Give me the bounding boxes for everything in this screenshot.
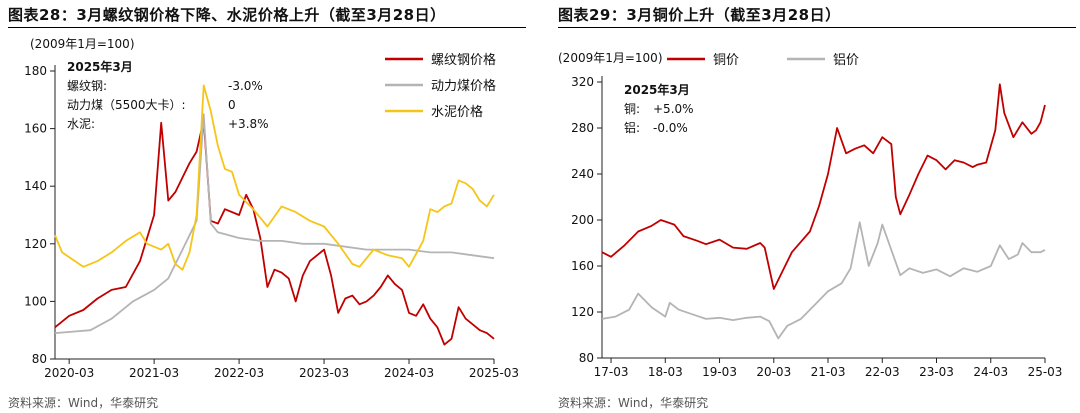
copper-aluminum-line-chart: (2009年1月=100) 80 120 160 200 240 280 320 17-03 18…	[558, 51, 1063, 379]
steel-cement-line-chart: (2009年1月=100) 80 100 120 140 160 180 2020-03 202…	[24, 37, 519, 380]
series-line	[601, 83, 1046, 290]
annotation-value: 0	[228, 98, 236, 112]
legend-label: 螺纹钢价格	[431, 52, 496, 68]
x-tick-label: 19-03	[702, 365, 737, 379]
legend-label: 铜价	[713, 53, 739, 68]
title-rule	[558, 27, 1076, 28]
y-tick-label: 160	[24, 122, 47, 136]
unit-note: (2009年1月=100)	[30, 37, 135, 51]
x-tick-label: 22-03	[865, 365, 900, 379]
y-tick-label: 120	[24, 237, 47, 251]
y-tick-label: 200	[571, 213, 594, 227]
annotation-label: 动力煤（5500大卡）:	[67, 98, 186, 112]
x-tick-label: 18-03	[648, 365, 683, 379]
annotation-title: 2025年3月	[67, 59, 133, 74]
y-tick-label: 120	[571, 305, 594, 319]
chart-title: 图表29：3月铜价上升（截至3月28日）	[558, 6, 841, 24]
y-tick-label: 100	[24, 294, 47, 308]
series-line	[54, 119, 495, 346]
x-tick-label: 2024-03	[384, 366, 434, 380]
annotation-title: 2025年3月	[624, 82, 690, 97]
x-tick-label: 24-03	[973, 365, 1008, 379]
annotation-label: 铝:	[624, 120, 640, 135]
chart-title: 图表28：3月螺纹钢价格下降、水泥价格上升（截至3月28日）	[8, 6, 446, 24]
legend-label: 铝价	[833, 53, 859, 68]
y-tick-label: 180	[24, 64, 47, 78]
y-tick-label: 140	[24, 179, 47, 193]
steel-cement-chart-panel: 图表28：3月螺纹钢价格下降、水泥价格上升（截至3月28日） (2009年1月=…	[0, 0, 530, 413]
x-tick-label: 2025-03	[469, 366, 519, 380]
annotation-value: -0.0%	[653, 121, 688, 135]
x-tick-label: 20-03	[756, 365, 791, 379]
y-tick-label: 240	[571, 167, 594, 181]
copper-chart-panel: 图表29：3月铜价上升（截至3月28日） (2009年1月=100) 80 120 1…	[550, 0, 1080, 413]
series-line	[54, 113, 495, 334]
series-line	[54, 84, 495, 271]
x-tick-label: 2020-03	[44, 366, 94, 380]
x-tick-label: 25-03	[1028, 365, 1063, 379]
annotation-label: 铜:	[624, 101, 640, 116]
source-note: 资料来源：Wind，华泰研究	[558, 396, 709, 410]
y-tick-label: 320	[571, 75, 594, 89]
legend-label: 水泥价格	[431, 104, 483, 120]
annotation-label: 螺纹钢:	[67, 79, 107, 93]
unit-note: (2009年1月=100)	[558, 51, 663, 65]
y-tick-label: 160	[571, 259, 594, 273]
legend-label: 动力煤价格	[431, 78, 496, 94]
y-tick-label: 80	[32, 352, 47, 366]
x-tick-label: 2021-03	[129, 366, 179, 380]
y-tick-label: 280	[571, 121, 594, 135]
x-tick-label: 21-03	[811, 365, 846, 379]
annotation-value: +3.8%	[228, 117, 269, 131]
source-note: 资料来源：Wind，华泰研究	[8, 396, 159, 410]
x-tick-label: 17-03	[594, 365, 629, 379]
x-tick-label: 2023-03	[299, 366, 349, 380]
y-tick-label: 80	[579, 351, 594, 365]
annotation-value: +5.0%	[653, 102, 694, 116]
x-tick-label: 23-03	[919, 365, 954, 379]
x-tick-label: 2022-03	[214, 366, 264, 380]
series-line	[601, 221, 1046, 340]
annotation-value: -3.0%	[228, 79, 263, 93]
annotation-label: 水泥:	[67, 117, 95, 131]
title-rule	[8, 27, 526, 28]
